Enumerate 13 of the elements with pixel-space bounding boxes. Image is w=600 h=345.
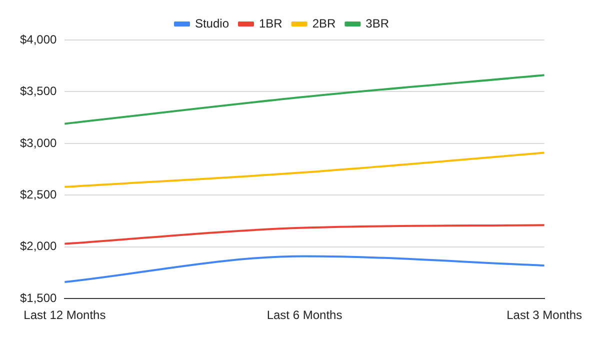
y-tick-label: $2,000 [20,239,58,254]
legend-label: 3BR [366,16,390,30]
legend-label: Studio [194,16,230,30]
y-tick-label: $2,500 [20,187,58,202]
legend-label: 2BR [312,16,336,30]
y-tick-label: $4,000 [20,32,58,46]
y-tick-label: $1,500 [20,290,58,305]
y-tick-label: $3,500 [20,84,58,98]
x-tick-label: Last 6 Months [266,308,342,322]
legend-label: 1BR [258,16,283,30]
x-tick-label: Last 12 Months [24,308,106,322]
y-tick-label: $3,000 [20,136,58,150]
x-tick-label: Last 3 Months [506,308,582,322]
